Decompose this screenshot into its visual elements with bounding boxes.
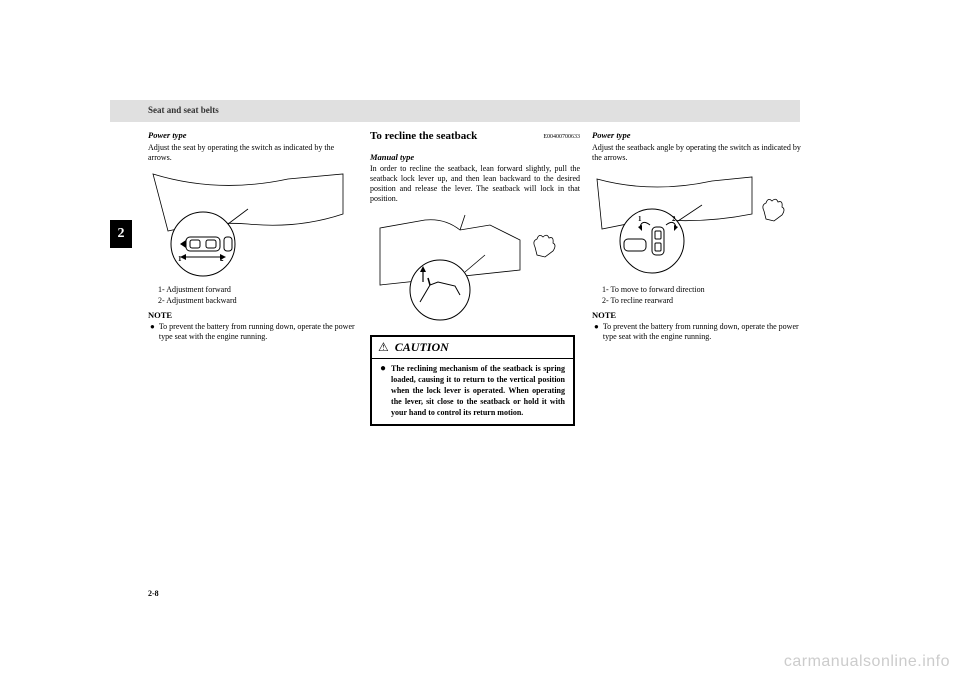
col3-caption-2: 2- To recline rearward (602, 296, 802, 306)
col2-body: In order to recline the seatback, lean f… (370, 164, 580, 204)
caution-box: ⚠ CAUTION ● The reclining mechanism of t… (370, 335, 575, 426)
col1-caption-1: 1- Adjustment forward (158, 285, 358, 295)
col3-captions: 1- To move to forward direction 2- To re… (602, 285, 802, 306)
col1-note-text: To prevent the battery from running down… (159, 322, 358, 342)
col3-note: ● To prevent the battery from running do… (592, 322, 802, 342)
col1-figure: 1 2 (148, 169, 348, 279)
bullet-icon: ● (594, 322, 599, 342)
col1-captions: 1- Adjustment forward 2- Adjustment back… (158, 285, 358, 306)
recline-switch-svg: 1 2 (592, 169, 797, 279)
col3-note-text: To prevent the battery from running down… (603, 322, 802, 342)
column-2: To recline the seatback E00400700633 Man… (370, 130, 580, 426)
warning-triangle-icon: ⚠ (378, 340, 389, 355)
hand-icon (763, 199, 784, 221)
col1-subhead: Power type (148, 130, 358, 141)
caution-header: ⚠ CAUTION (372, 337, 573, 359)
page-number: 2-8 (148, 589, 159, 598)
arrow-label-2: 2 (672, 215, 676, 223)
column-1: Power type Adjust the seat by operating … (148, 130, 358, 342)
col2-subhead: Manual type (370, 152, 580, 163)
column-3: Power type Adjust the seatback angle by … (592, 130, 802, 342)
arrow-label-1: 1 (178, 255, 182, 263)
col1-note-label: NOTE (148, 310, 358, 321)
chapter-tab: 2 (110, 220, 132, 248)
manual-page: Seat and seat belts 2 Power type Adjust … (110, 100, 800, 590)
col2-code: E00400700633 (543, 134, 580, 142)
col1-caption-2: 2- Adjustment backward (158, 296, 358, 306)
caution-label: CAUTION (395, 340, 449, 355)
seat-slide-switch-svg: 1 2 (148, 169, 348, 279)
col1-note: ● To prevent the battery from running do… (148, 322, 358, 342)
col2-figure (370, 210, 570, 325)
col2-title: To recline the seatback (370, 130, 477, 142)
col1-body: Adjust the seat by operating the switch … (148, 143, 358, 163)
col3-caption-1: 1- To move to forward direction (602, 285, 802, 295)
bullet-icon: ● (380, 364, 386, 418)
col3-subhead: Power type (592, 130, 802, 141)
caution-body: ● The reclining mechanism of the seatbac… (372, 359, 573, 424)
hand-icon (534, 236, 555, 258)
caution-text: The reclining mechanism of the seatback … (391, 364, 565, 418)
col3-note-label: NOTE (592, 310, 802, 321)
bullet-icon: ● (150, 322, 155, 342)
col3-body: Adjust the seatback angle by operating t… (592, 143, 802, 163)
header-section-title: Seat and seat belts (148, 105, 219, 115)
arrow-label-1: 1 (638, 215, 642, 223)
recline-lever-svg (370, 210, 575, 325)
watermark: carmanualsonline.info (784, 653, 950, 671)
col3-figure: 1 2 (592, 169, 792, 279)
